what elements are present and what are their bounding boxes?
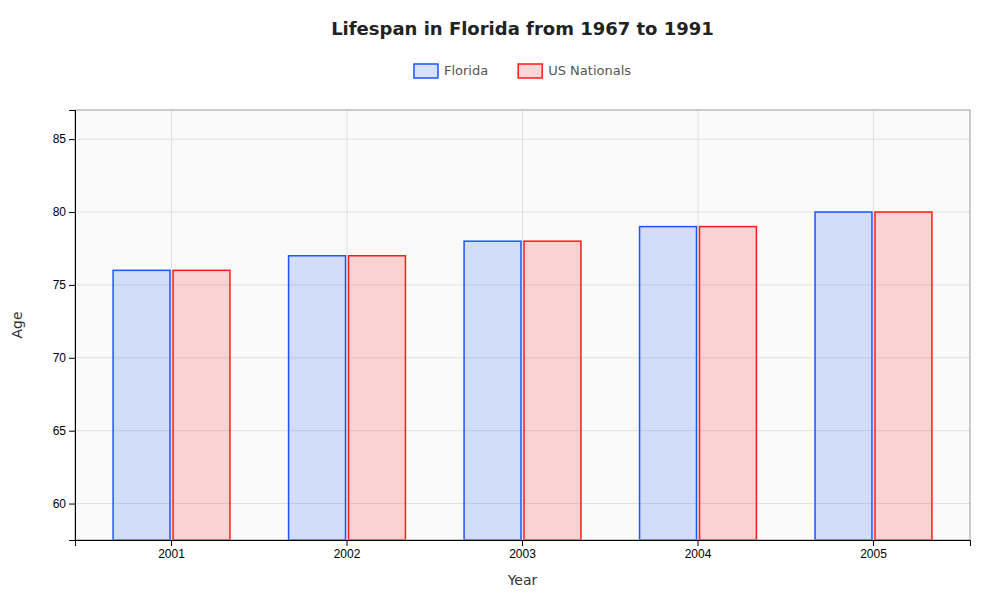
y-tick-mark [69,358,75,359]
chart-root: 60 65 70 75 80 85 2001 2002 2003 2004 2005 Year Age L… [0,0,1000,600]
bar [464,241,521,540]
legend-item: US Nationals [518,63,631,78]
bar [699,227,756,540]
x-tick-label: 2002 [334,547,361,561]
bar [815,212,872,540]
bars [113,212,932,540]
y-tick-label: 75 [53,278,67,292]
legend: Florida US Nationals [414,63,631,78]
y-tick: 85 [53,132,75,146]
y-tick-label: 70 [53,351,67,365]
y-axis-title: Age [9,311,25,338]
x-tick: 2002 [334,540,361,561]
y-tick-label: 60 [53,497,67,511]
y-tick: 75 [53,278,75,292]
plot-area: 60 65 70 75 80 85 2001 2002 2003 2004 2005 [53,110,971,561]
grid-line-x [873,110,874,540]
bar [349,256,406,540]
x-tick-label: 2001 [158,547,185,561]
y-tick: 80 [53,205,75,219]
y-tick: 60 [53,497,75,511]
series-bars [173,212,932,540]
x-tick-label: 2003 [509,547,536,561]
y-tick-mark [69,431,75,432]
y-tick-mark [69,285,75,286]
legend-swatch [414,64,438,78]
y-axis: 60 65 70 75 80 85 [53,111,76,541]
x-tick: 2004 [685,540,712,561]
x-tick-label: 2005 [860,547,887,561]
x-tick: 2005 [860,540,887,561]
y-tick-mark [69,139,75,140]
y-tick-label: 65 [53,424,67,438]
x-tick: 2001 [158,540,185,561]
x-tick-mark [522,540,523,546]
x-axis: 2001 2002 2003 2004 2005 [76,540,971,561]
legend-swatch [518,64,542,78]
x-tick-mark [347,540,348,546]
y-tick: 70 [53,351,75,365]
x-tick-mark [697,540,698,546]
x-tick-mark [171,540,172,546]
plot-frame [75,110,970,540]
bar [173,270,230,540]
grid-line-x [171,110,172,540]
y-axis-line [69,111,76,541]
series-bars [113,212,872,540]
x-tick-label: 2004 [685,547,712,561]
x-tick: 2003 [509,540,536,561]
grid-line-x [522,110,523,540]
grid [75,110,970,540]
grid-line-x [697,110,698,540]
y-tick-mark [69,504,75,505]
legend-label: US Nationals [548,63,631,78]
grid-line-x [347,110,348,540]
bar [640,227,697,540]
y-tick-label: 85 [53,132,67,146]
legend-item: Florida [414,63,488,78]
bar [524,241,581,540]
y-tick: 65 [53,424,75,438]
x-axis-line [76,541,971,547]
y-tick-label: 80 [53,205,67,219]
bar [113,270,170,540]
x-tick-mark [873,540,874,546]
bar [875,212,932,540]
legend-label: Florida [444,63,488,78]
y-tick-mark [69,212,75,213]
chart-title: Lifespan in Florida from 1967 to 1991 [331,18,714,39]
bar [289,256,346,540]
x-axis-title: Year [507,572,538,588]
plot-background [75,110,970,540]
